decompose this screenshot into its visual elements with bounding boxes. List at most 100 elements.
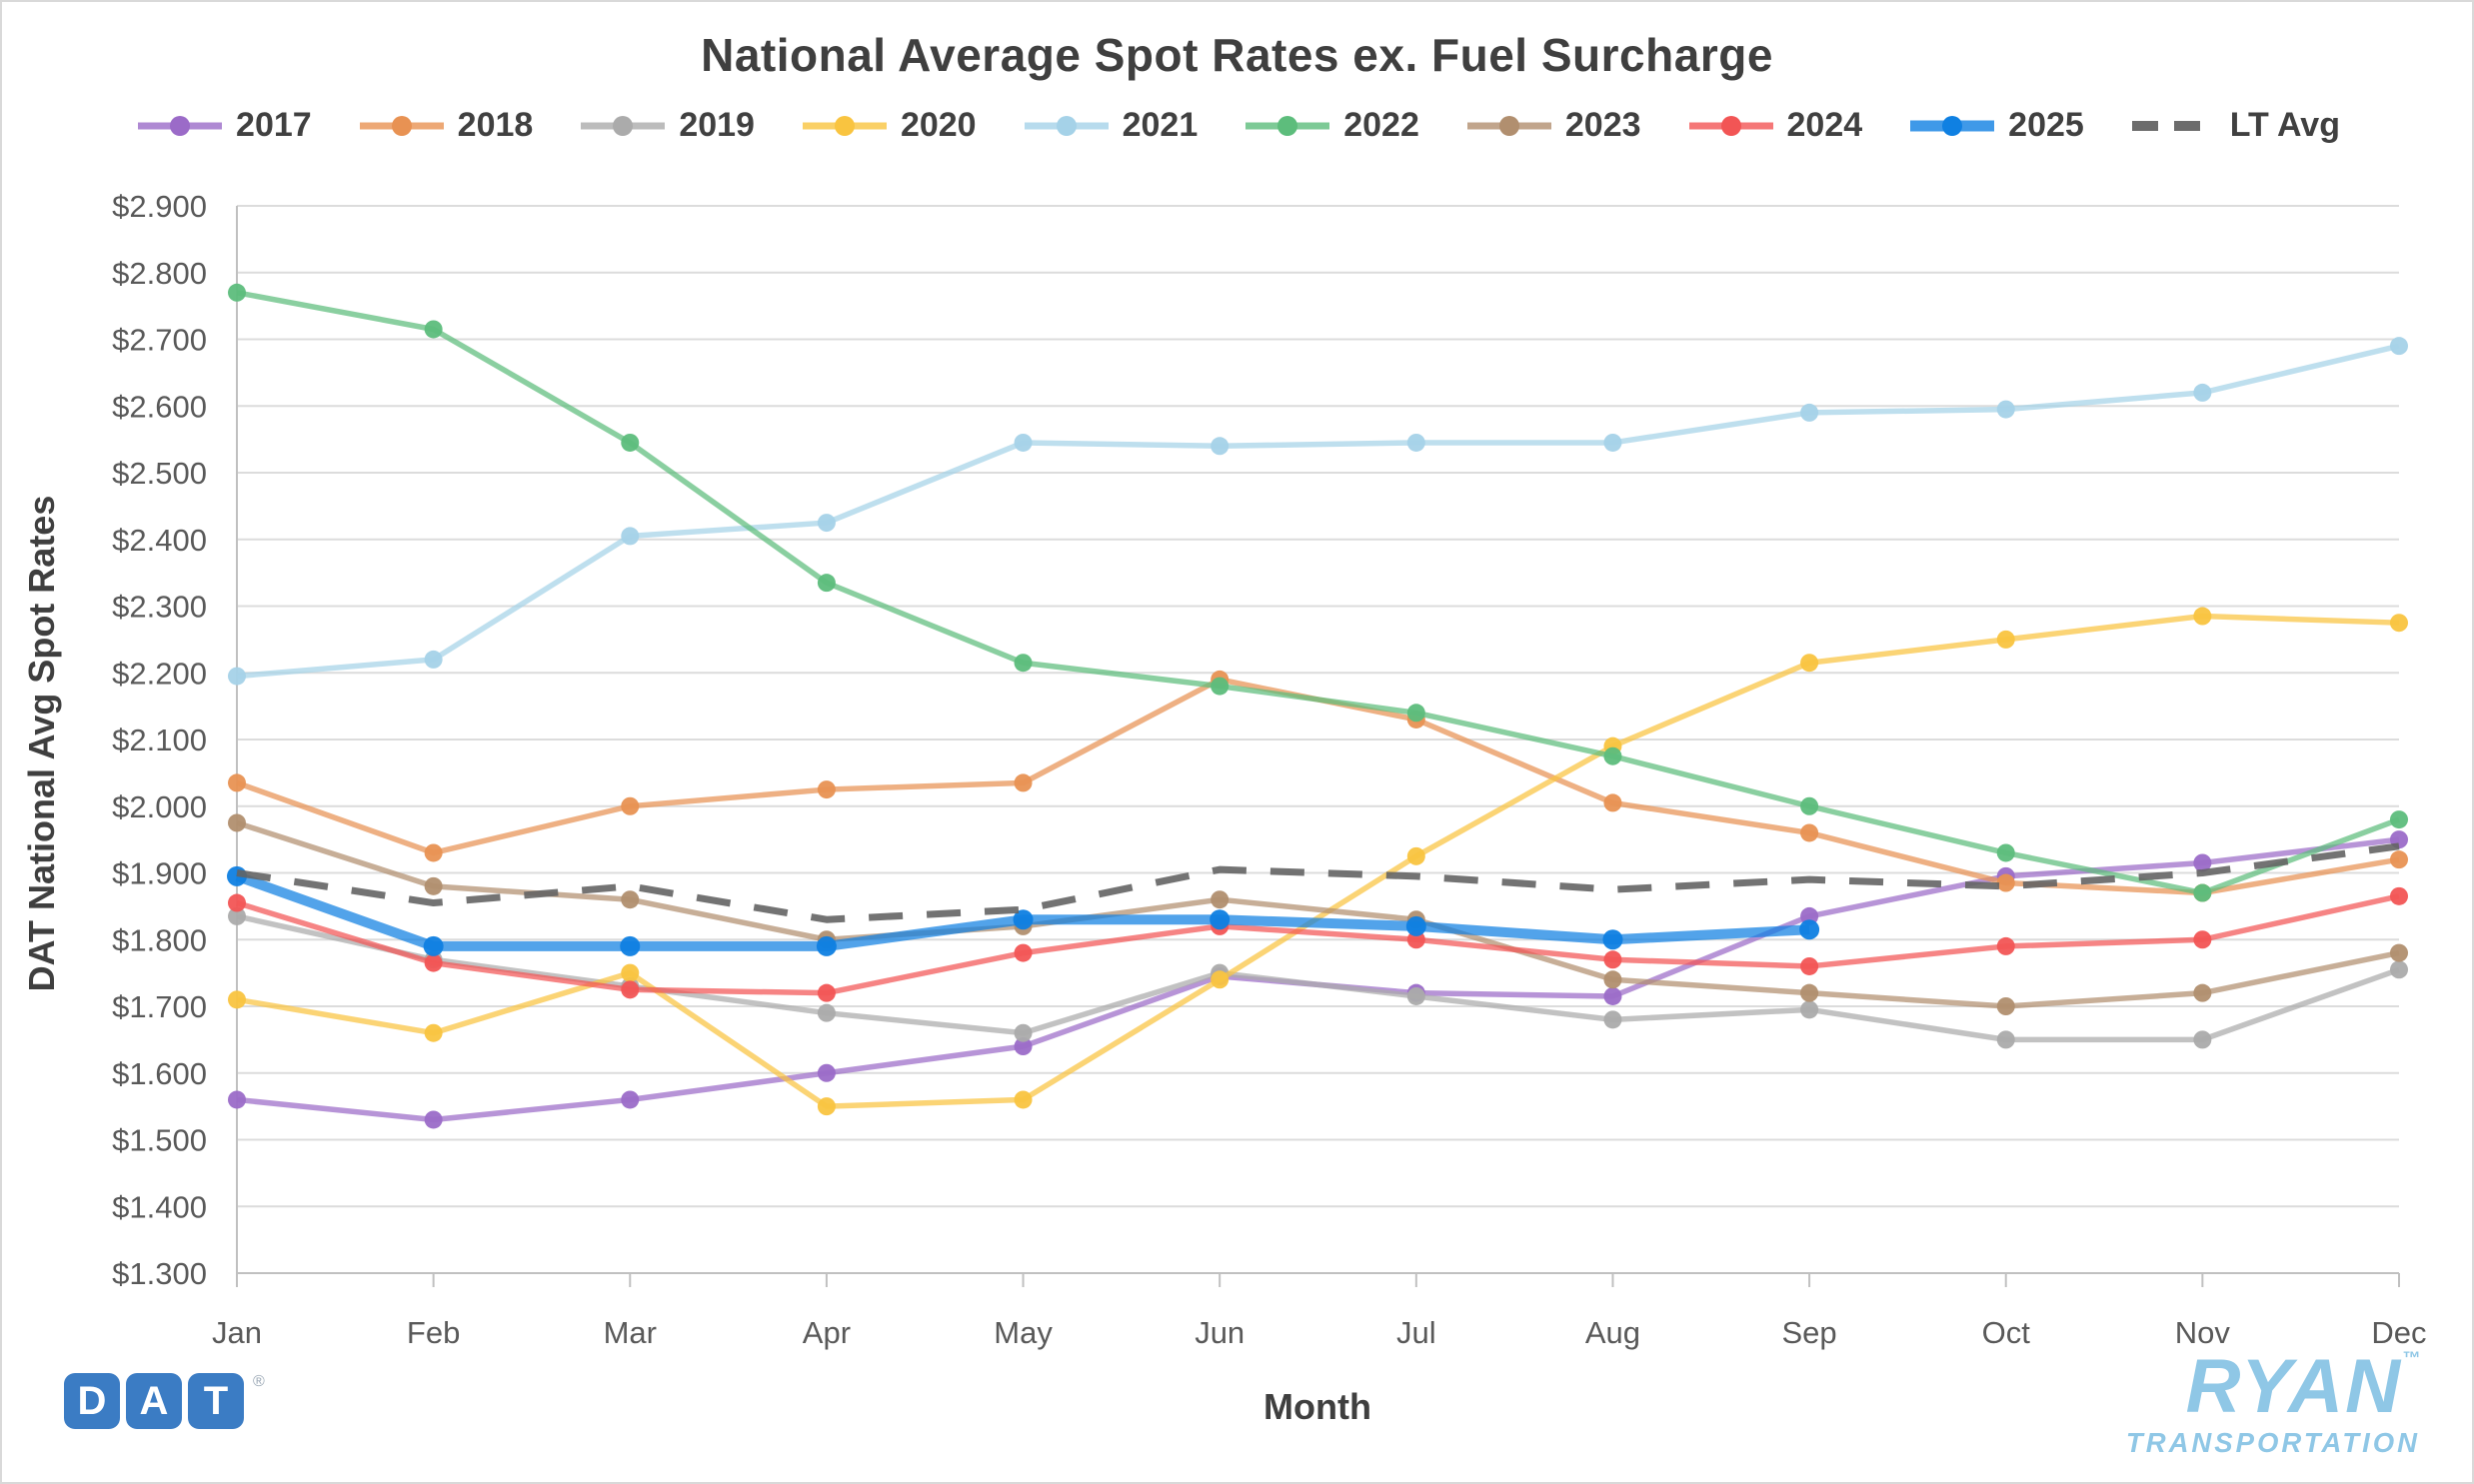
series-marker-2019: [1800, 1000, 1819, 1019]
series-marker-2021: [621, 527, 640, 546]
series-line-2023: [236, 819, 2400, 1009]
series-marker-2024: [2390, 886, 2408, 905]
series-marker-2020: [2193, 607, 2212, 626]
x-tick-label: Aug: [1585, 1315, 1640, 1350]
series-marker-2022: [1996, 843, 2015, 862]
y-tick-label: $1.400: [112, 1189, 207, 1224]
chart-title: National Average Spot Rates ex. Fuel Sur…: [701, 29, 1773, 81]
y-tick-label: $2.300: [112, 590, 207, 625]
series-marker-2020: [1014, 1090, 1033, 1109]
series-marker-2020: [228, 990, 246, 1009]
legend-item-2021: 2021: [1021, 106, 1199, 145]
series-marker-2025: [816, 935, 837, 956]
series-marker-2023: [2390, 943, 2408, 962]
y-tick-label: $2.000: [112, 789, 207, 824]
series-marker-2019: [2390, 960, 2408, 979]
dat-logo-letter-d: D: [64, 1373, 120, 1429]
series-marker-2025: [1602, 929, 1623, 950]
x-tick-label: Jan: [212, 1315, 262, 1350]
series-marker-2022: [621, 433, 640, 452]
ryan-logo-name: RYAN: [2185, 1344, 2402, 1429]
legend-swatch-2017: [138, 115, 223, 136]
series-marker-2022: [1406, 704, 1425, 723]
series-marker-2017: [2193, 853, 2212, 872]
series-marker-2021: [1800, 403, 1819, 422]
series-marker-2020: [1800, 654, 1819, 673]
y-tick-label: $2.500: [112, 456, 207, 491]
series-marker-2019: [1603, 1010, 1622, 1029]
legend-swatch-2023: [1466, 115, 1551, 136]
series-marker-2022: [228, 283, 246, 302]
series-marker-2018: [2390, 850, 2408, 869]
series-marker-2017: [1603, 986, 1622, 1005]
x-tick-label: Sep: [1782, 1315, 1837, 1350]
series-marker-2018: [817, 780, 836, 799]
series-marker-2022: [2193, 883, 2212, 902]
x-axis-title: Month: [1263, 1386, 1371, 1427]
y-tick-label: $1.900: [112, 856, 207, 891]
series-marker-2025: [620, 935, 641, 956]
series-marker-2024: [228, 893, 246, 912]
series-marker-2023: [1603, 970, 1622, 989]
legend-item-2025: 2025: [1906, 106, 2084, 145]
series-marker-2024: [1014, 943, 1033, 962]
ryan-trademark: ™: [2402, 1348, 2420, 1368]
series-marker-2019: [2193, 1030, 2212, 1049]
legend-label: 2019: [679, 106, 755, 144]
x-tick-label: May: [994, 1315, 1053, 1350]
legend-item-2020: 2020: [799, 106, 977, 145]
legend-label: 2021: [1122, 106, 1199, 144]
x-tick-label: Jul: [1396, 1315, 1436, 1350]
series-marker-2022: [1014, 654, 1033, 673]
legend-label: 2020: [900, 106, 977, 144]
series-line-2021: [236, 343, 2400, 680]
y-tick-label: $1.500: [112, 1123, 207, 1158]
series-marker-2024: [1603, 950, 1622, 969]
series-marker-2024: [424, 953, 443, 972]
x-tick-label: Nov: [2175, 1315, 2231, 1350]
series-marker-2021: [228, 667, 246, 686]
legend-swatch-lt-avg: [2131, 120, 2216, 131]
series-marker-2024: [817, 983, 836, 1002]
series-line-2024: [236, 893, 2400, 996]
series-marker-2021: [2390, 337, 2408, 356]
y-axis-title: DAT National Avg Spot Rates: [21, 495, 62, 992]
series-marker-2025: [1799, 919, 1820, 940]
series-marker-2025: [1210, 909, 1231, 930]
x-tick-label: Dec: [2371, 1315, 2426, 1350]
series-marker-2019: [817, 1003, 836, 1022]
ryan-transportation-logo: RYAN™ TRANSPORTATION: [2126, 1349, 2420, 1457]
series-line-2020: [236, 613, 2400, 1109]
series-marker-2023: [228, 813, 246, 832]
series-marker-2017: [621, 1090, 640, 1109]
legend-swatch-2024: [1688, 115, 1773, 136]
series-marker-2024: [1996, 936, 2015, 955]
series-marker-2019: [1406, 986, 1425, 1005]
legend-label: LT Avg: [2229, 106, 2340, 144]
dat-logo-letter-t: T: [188, 1373, 244, 1429]
y-tick-label: $1.700: [112, 989, 207, 1024]
series-marker-2022: [817, 574, 836, 593]
x-tick-label: Mar: [604, 1315, 657, 1350]
legend-swatch-2025: [1910, 115, 1995, 136]
dat-logo-letter-a: A: [126, 1373, 182, 1429]
series-marker-2023: [424, 876, 443, 895]
legend-label: 2025: [2008, 106, 2084, 144]
series-marker-2018: [1996, 873, 2015, 892]
series-marker-2021: [1406, 433, 1425, 452]
dat-logo: D A T ®: [64, 1373, 265, 1429]
y-tick-label: $1.800: [112, 922, 207, 957]
series-marker-2020: [621, 963, 640, 982]
series-marker-2023: [1211, 890, 1230, 909]
y-tick-label: $2.700: [112, 323, 207, 358]
y-tick-label: $1.600: [112, 1056, 207, 1091]
series-marker-2020: [1406, 846, 1425, 865]
series-marker-2023: [1800, 983, 1819, 1002]
series-marker-2018: [1603, 793, 1622, 812]
legend-label: 2017: [236, 106, 312, 144]
y-tick-label: $2.200: [112, 656, 207, 691]
legend-swatch-2019: [581, 115, 666, 136]
series-marker-2021: [2193, 383, 2212, 402]
